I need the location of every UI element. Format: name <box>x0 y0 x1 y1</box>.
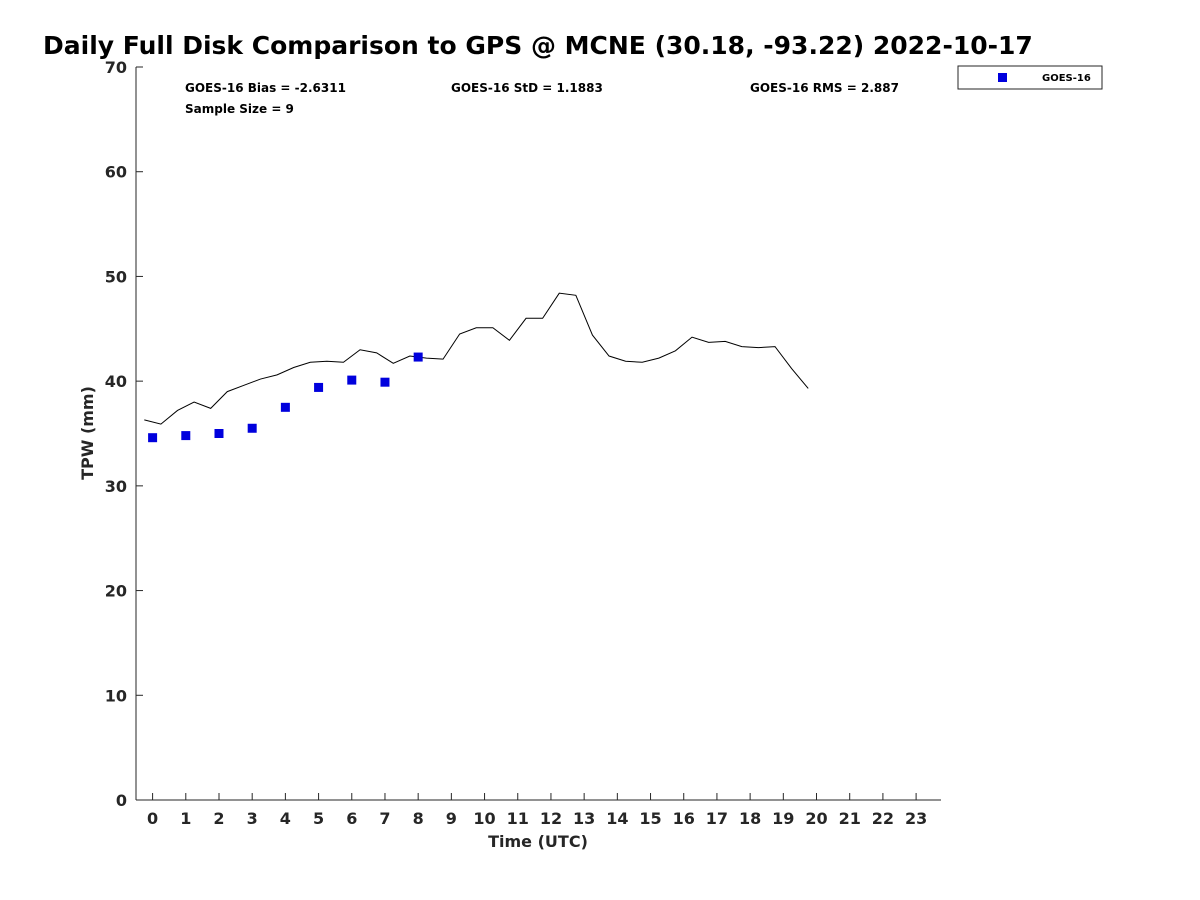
goes16-point <box>148 433 158 443</box>
goes16-point <box>380 377 390 387</box>
x-tick-label: 14 <box>606 809 628 828</box>
gps-series <box>144 292 809 425</box>
x-axis-label: Time (UTC) <box>488 832 588 851</box>
legend-label-goes16: GOES-16 <box>1042 73 1091 84</box>
stat-std: GOES-16 StD = 1.1883 <box>451 81 603 95</box>
stat-rms: GOES-16 RMS = 2.887 <box>750 81 899 95</box>
x-tick-label: 19 <box>772 809 794 828</box>
x-tick-label: 7 <box>379 809 390 828</box>
x-tick-label: 4 <box>280 809 291 828</box>
legend-marker-goes16 <box>998 73 1007 82</box>
chart-title: Daily Full Disk Comparison to GPS @ MCNE… <box>43 31 1033 60</box>
y-tick-label: 70 <box>105 58 127 77</box>
x-tick-label: 9 <box>446 809 457 828</box>
y-tick-label: 60 <box>105 163 127 182</box>
x-tick-label: 8 <box>413 809 424 828</box>
x-tick-label: 10 <box>473 809 495 828</box>
stat-bias: GOES-16 Bias = -2.6311 <box>185 81 346 95</box>
y-tick-label: 20 <box>105 582 127 601</box>
axes: 0 1 2 3 4 5 6 7 8 9 10 11 12 13 14 15 16 17 18 19 20 21 22 2301… <box>105 58 941 828</box>
gps-line <box>144 292 809 425</box>
goes16-series <box>148 352 423 443</box>
x-tick-label: 1 <box>180 809 191 828</box>
goes16-point <box>247 423 257 433</box>
goes16-point <box>214 429 224 438</box>
goes16-point <box>181 431 191 441</box>
x-tick-label: 17 <box>706 809 728 828</box>
y-tick-label: 30 <box>105 477 127 496</box>
x-tick-label: 15 <box>639 809 661 828</box>
goes16-point <box>413 352 423 362</box>
y-tick-label: 10 <box>105 686 127 705</box>
goes16-point <box>314 382 324 392</box>
stat-sample-size: Sample Size = 9 <box>185 102 294 116</box>
goes16-point <box>280 402 290 412</box>
y-tick-label: 50 <box>105 267 127 286</box>
x-tick-label: 6 <box>346 809 357 828</box>
legend: GOES-16 <box>957 65 1103 90</box>
x-tick-label: 12 <box>540 809 562 828</box>
y-axis-label: TPW (mm) <box>78 386 97 480</box>
legend-box <box>957 65 1103 90</box>
x-tick-label: 22 <box>872 809 894 828</box>
x-tick-label: 5 <box>313 809 324 828</box>
x-tick-label: 11 <box>507 809 529 828</box>
x-tick-label: 18 <box>739 809 761 828</box>
x-tick-label: 21 <box>839 809 861 828</box>
x-tick-label: 0 <box>147 809 158 828</box>
y-tick-label: 40 <box>105 372 127 391</box>
x-tick-label: 2 <box>213 809 224 828</box>
x-tick-label: 16 <box>673 809 695 828</box>
x-tick-label: 3 <box>247 809 258 828</box>
goes16-point <box>347 375 357 385</box>
x-tick-label: 23 <box>905 809 927 828</box>
x-tick-label: 20 <box>805 809 827 828</box>
x-tick-label: 13 <box>573 809 595 828</box>
y-tick-label: 0 <box>116 791 127 810</box>
